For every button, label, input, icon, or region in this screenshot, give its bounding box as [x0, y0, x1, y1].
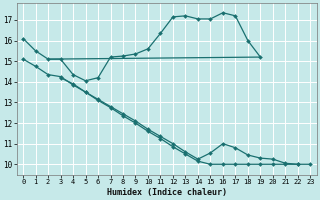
- X-axis label: Humidex (Indice chaleur): Humidex (Indice chaleur): [107, 188, 227, 197]
